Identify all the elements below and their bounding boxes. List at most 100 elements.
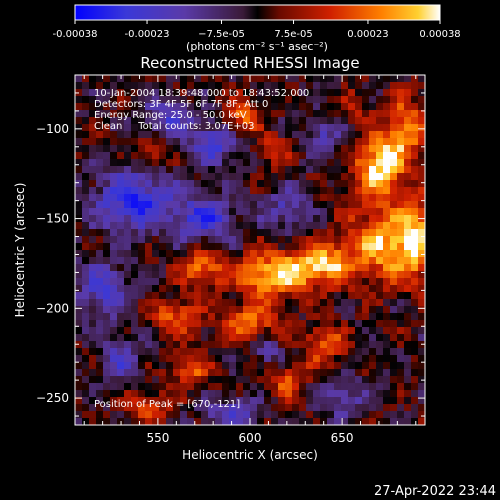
heatmap-cell bbox=[334, 250, 342, 258]
heatmap-cell bbox=[75, 166, 83, 174]
heatmap-cell bbox=[138, 194, 146, 202]
heatmap-cell bbox=[418, 355, 425, 363]
heatmap-cell bbox=[222, 96, 230, 104]
heatmap-cell bbox=[369, 250, 377, 258]
heatmap-cell bbox=[404, 264, 412, 272]
heatmap-cell bbox=[355, 362, 363, 370]
heatmap-cell bbox=[362, 215, 370, 223]
heatmap-cell bbox=[82, 383, 90, 391]
heatmap-cell bbox=[292, 166, 300, 174]
heatmap-cell bbox=[257, 215, 265, 223]
heatmap-cell bbox=[82, 390, 90, 398]
heatmap-cell bbox=[229, 376, 237, 384]
heatmap-cell bbox=[131, 173, 139, 181]
heatmap-cell bbox=[194, 180, 202, 188]
heatmap-cell bbox=[369, 411, 377, 419]
heatmap-cell bbox=[208, 271, 216, 279]
heatmap-cell bbox=[299, 348, 307, 356]
heatmap-cell bbox=[264, 348, 272, 356]
heatmap-cell bbox=[152, 173, 160, 181]
heatmap-cell bbox=[96, 320, 104, 328]
heatmap-cell bbox=[222, 82, 230, 90]
heatmap-cell bbox=[187, 215, 195, 223]
heatmap-cell bbox=[348, 82, 356, 90]
heatmap-cell bbox=[348, 159, 356, 167]
heatmap-cell bbox=[397, 334, 405, 342]
heatmap-cell bbox=[278, 404, 286, 412]
heatmap-cell bbox=[222, 369, 230, 377]
heatmap-cell bbox=[257, 299, 265, 307]
heatmap-cell bbox=[103, 418, 111, 425]
heatmap-cell bbox=[369, 110, 377, 118]
heatmap-cell bbox=[194, 369, 202, 377]
heatmap-cell bbox=[89, 180, 97, 188]
heatmap-cell bbox=[264, 369, 272, 377]
heatmap-cell bbox=[166, 117, 174, 125]
heatmap-cell bbox=[306, 313, 314, 321]
heatmap-cell bbox=[229, 75, 237, 83]
heatmap-cell bbox=[418, 278, 425, 286]
heatmap-cell bbox=[96, 194, 104, 202]
heatmap-cell bbox=[348, 180, 356, 188]
heatmap-cell bbox=[264, 320, 272, 328]
heatmap-cell bbox=[103, 82, 111, 90]
heatmap-cell bbox=[96, 229, 104, 237]
heatmap-cell bbox=[117, 117, 125, 125]
heatmap-cell bbox=[306, 145, 314, 153]
heatmap-cell bbox=[313, 173, 321, 181]
heatmap-cell bbox=[145, 124, 153, 132]
heatmap-cell bbox=[124, 103, 132, 111]
heatmap-cell bbox=[138, 82, 146, 90]
heatmap-cell bbox=[250, 194, 258, 202]
heatmap-cell bbox=[117, 194, 125, 202]
heatmap-cell bbox=[292, 257, 300, 265]
heatmap-cell bbox=[96, 376, 104, 384]
heatmap-cell bbox=[341, 124, 349, 132]
heatmap-cell bbox=[75, 103, 83, 111]
heatmap-cell bbox=[131, 390, 139, 398]
heatmap-cell bbox=[341, 152, 349, 160]
heatmap-cell bbox=[243, 257, 251, 265]
heatmap-cell bbox=[383, 103, 391, 111]
heatmap-cell bbox=[124, 124, 132, 132]
heatmap-cell bbox=[152, 110, 160, 118]
heatmap-cell bbox=[376, 222, 384, 230]
heatmap-cell bbox=[131, 96, 139, 104]
heatmap-cell bbox=[376, 257, 384, 265]
heatmap-cell bbox=[180, 418, 188, 425]
heatmap-cell bbox=[278, 138, 286, 146]
heatmap-cell bbox=[229, 166, 237, 174]
colorbar-tick-label: -0.00038 bbox=[53, 29, 98, 40]
heatmap-cell bbox=[124, 404, 132, 412]
heatmap-cell bbox=[313, 110, 321, 118]
heatmap-cell bbox=[229, 194, 237, 202]
heatmap-cell bbox=[264, 285, 272, 293]
heatmap-cell bbox=[236, 271, 244, 279]
heatmap-cell bbox=[243, 229, 251, 237]
heatmap-cell bbox=[117, 306, 125, 314]
heatmap-cell bbox=[208, 327, 216, 335]
heatmap-cell bbox=[215, 173, 223, 181]
heatmap-cell bbox=[278, 131, 286, 139]
heatmap-cell bbox=[264, 271, 272, 279]
heatmap-cell bbox=[124, 173, 132, 181]
heatmap-cell bbox=[383, 236, 391, 244]
heatmap-cell bbox=[215, 75, 223, 83]
heatmap-cell bbox=[411, 362, 419, 370]
heatmap-cell bbox=[278, 376, 286, 384]
heatmap-cell bbox=[334, 159, 342, 167]
heatmap-cell bbox=[285, 145, 293, 153]
heatmap-cell bbox=[180, 215, 188, 223]
heatmap-cells bbox=[75, 75, 425, 425]
heatmap-cell bbox=[152, 299, 160, 307]
heatmap-cell bbox=[145, 376, 153, 384]
heatmap-cell bbox=[348, 285, 356, 293]
heatmap-cell bbox=[320, 327, 328, 335]
heatmap-cell bbox=[138, 110, 146, 118]
heatmap-cell bbox=[222, 320, 230, 328]
heatmap-cell bbox=[82, 362, 90, 370]
heatmap-cell bbox=[264, 110, 272, 118]
heatmap-cell bbox=[82, 201, 90, 209]
heatmap-cell bbox=[194, 404, 202, 412]
heatmap-cell bbox=[243, 264, 251, 272]
